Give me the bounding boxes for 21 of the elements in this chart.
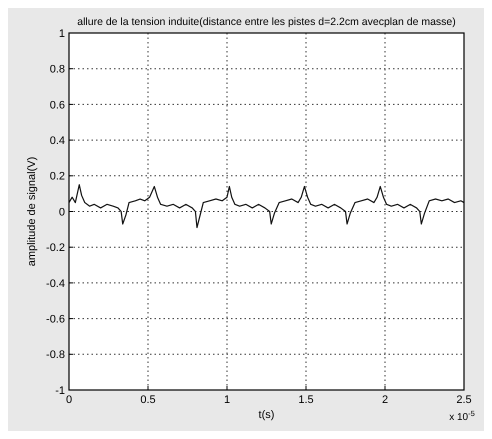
chart-title: allure de la tension induite(distance entre les pistes d=2.2cm avecplan de masse) bbox=[77, 16, 456, 28]
y-tick-label: -0.4 bbox=[46, 278, 65, 290]
x-tick-label: 0.5 bbox=[140, 394, 156, 406]
y-tick-label: -1 bbox=[55, 384, 65, 397]
y-tick-label: -0.2 bbox=[46, 242, 65, 254]
x-tick-label: 1.5 bbox=[298, 394, 314, 406]
y-tick-label: 0 bbox=[58, 206, 65, 218]
y-tick-label: -0.8 bbox=[46, 349, 65, 362]
x-tick-label: 1 bbox=[224, 394, 230, 406]
line-series bbox=[68, 184, 465, 228]
x-axis-title: t(s) bbox=[258, 409, 274, 421]
y-tick-label: 0.6 bbox=[50, 99, 65, 112]
y-tick-label: 0.4 bbox=[50, 134, 65, 147]
x-tick-label: 2.5 bbox=[456, 394, 472, 406]
y-tick-label: 0.2 bbox=[50, 170, 65, 183]
y-tick-label: 0.8 bbox=[50, 64, 65, 76]
y-axis-title: amplitude de signal(V) bbox=[26, 156, 38, 266]
x-tick-label: 2 bbox=[382, 394, 388, 406]
y-tick-label: 1 bbox=[58, 28, 65, 40]
y-tick-label: -0.6 bbox=[46, 313, 65, 326]
text: x 10$^{-5}$ bbox=[449, 408, 475, 423]
